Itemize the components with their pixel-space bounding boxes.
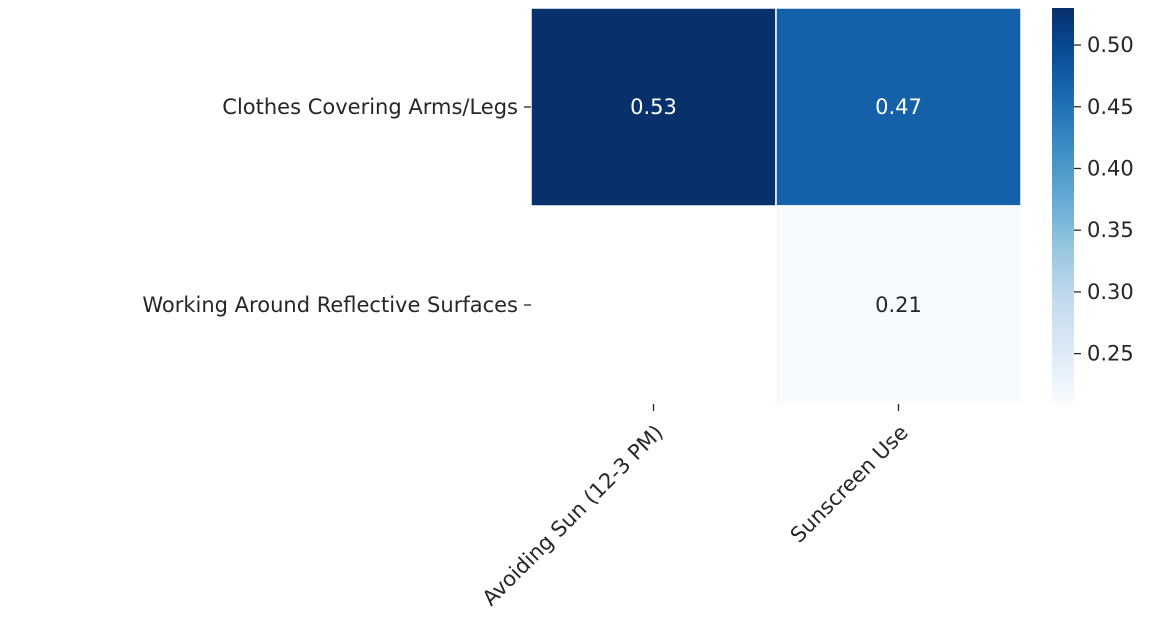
row-labels: Clothes Covering Arms/Legs Working Around… — [142, 95, 531, 317]
colorbar-tick-label: 0.40 — [1087, 156, 1134, 180]
cell-value-label: 0.21 — [875, 293, 922, 317]
heatmap-cell — [775, 205, 1022, 405]
row-label: Working Around Reflective Surfaces — [142, 293, 518, 317]
heatmap-cell — [530, 7, 777, 207]
row-label: Clothes Covering Arms/Legs — [222, 95, 518, 119]
colorbar-tick-label: 0.30 — [1087, 280, 1134, 304]
heatmap-cell — [775, 7, 1022, 207]
colorbar-ticks: 0.25 0.30 0.35 0.40 0.45 0.50 — [1074, 33, 1134, 366]
colorbar-tick-label: 0.25 — [1087, 342, 1134, 366]
column-labels: Avoiding Sun (12-3 PM) Sunscreen Use — [478, 404, 913, 610]
column-label: Avoiding Sun (12-3 PM) — [478, 420, 668, 610]
colorbar-tick-label: 0.50 — [1087, 33, 1134, 57]
cell-value-label: 0.53 — [630, 95, 677, 119]
cell-value-label: 0.47 — [875, 95, 922, 119]
colorbar: 0.25 0.30 0.35 0.40 0.45 0.50 — [1052, 8, 1134, 403]
colorbar-tick-label: 0.35 — [1087, 218, 1134, 242]
heatmap-cells: 0.53 0.47 0.21 — [530, 7, 1022, 405]
colorbar-gradient — [1052, 8, 1074, 403]
colorbar-tick-label: 0.45 — [1087, 95, 1134, 119]
column-label: Sunscreen Use — [786, 420, 913, 547]
